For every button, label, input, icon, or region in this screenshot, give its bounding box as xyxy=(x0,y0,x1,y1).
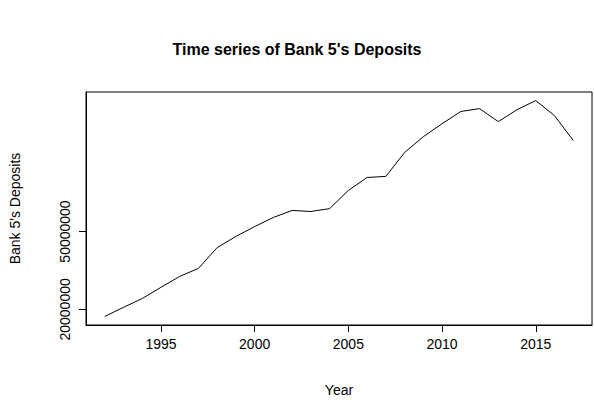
svg-text:50000000: 50000000 xyxy=(57,200,73,263)
svg-text:2015: 2015 xyxy=(520,336,551,352)
svg-text:Time series of Bank 5's Deposi: Time series of Bank 5's Deposits xyxy=(173,41,422,58)
svg-text:2005: 2005 xyxy=(333,336,364,352)
svg-text:1995: 1995 xyxy=(145,336,176,352)
svg-text:2000: 2000 xyxy=(239,336,270,352)
svg-text:Year: Year xyxy=(325,382,354,398)
svg-text:Bank 5's Deposits: Bank 5's Deposits xyxy=(7,153,23,265)
svg-text:20000000: 20000000 xyxy=(57,278,73,341)
svg-text:2010: 2010 xyxy=(426,336,457,352)
